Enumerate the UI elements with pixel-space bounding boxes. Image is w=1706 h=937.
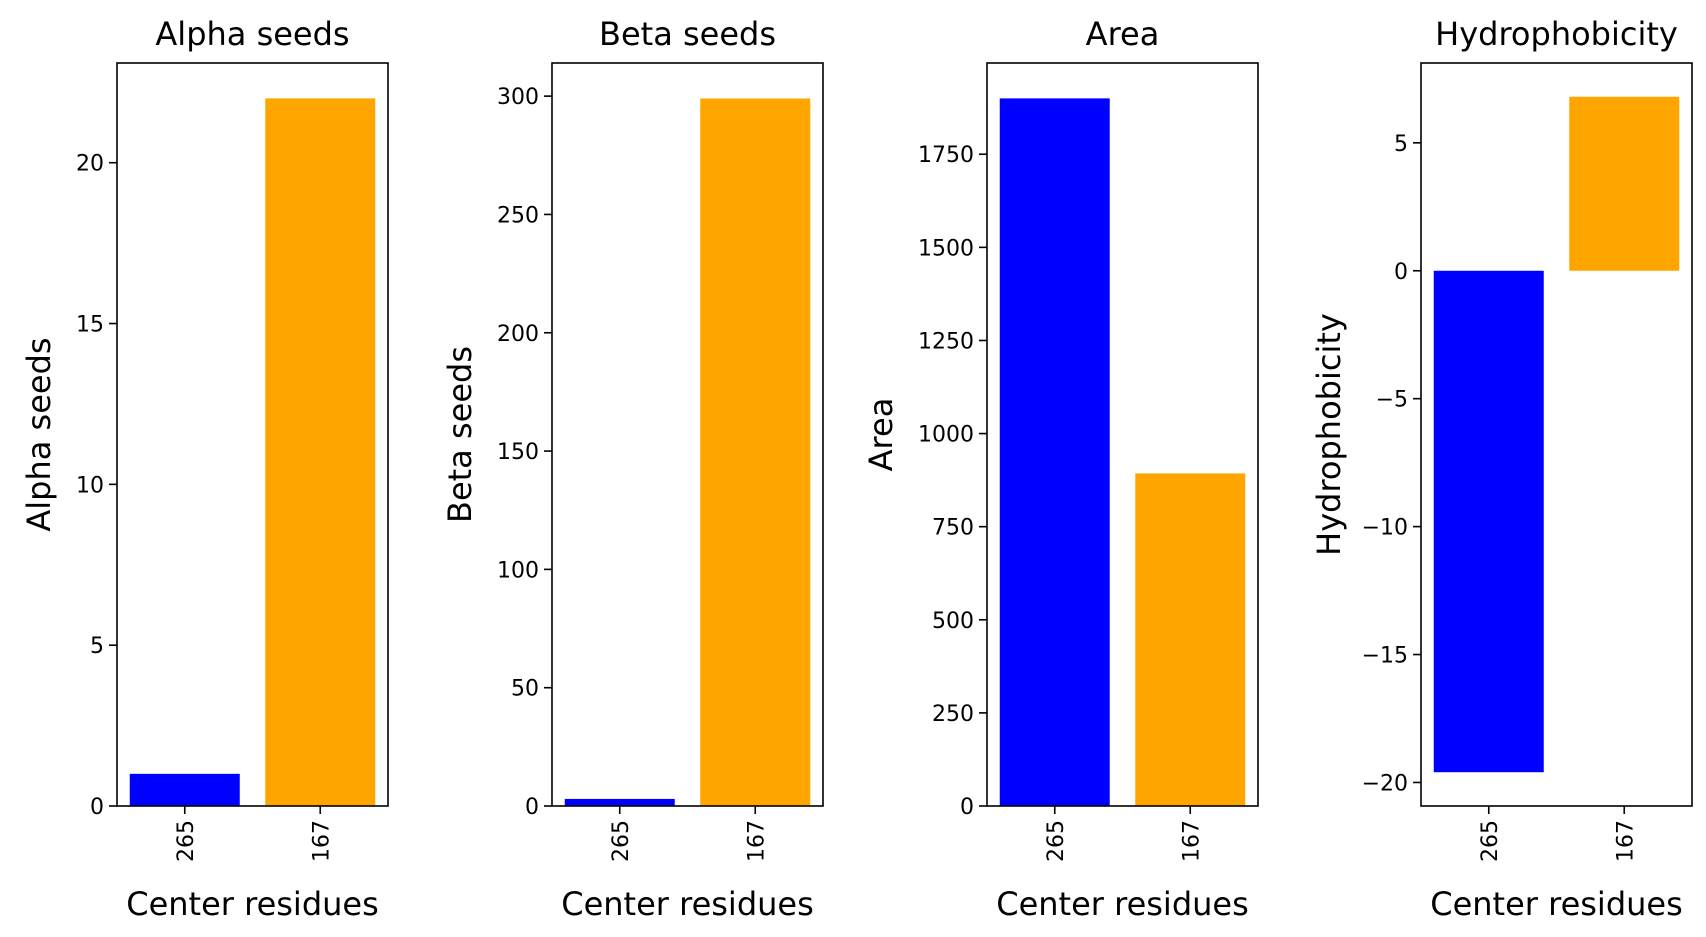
chart-area-ytick-label: 500 <box>932 609 974 634</box>
chart-area-xlabel: Center residues <box>996 885 1249 923</box>
chart-area-ytick-label: 250 <box>932 702 974 727</box>
chart-area-xtick-label: 265 <box>1044 820 1069 862</box>
chart-hydrophobicity-axes-frame <box>1420 62 1693 807</box>
chart-area-ytick-label: 1000 <box>918 423 974 448</box>
chart-alpha-seeds-bar-265 <box>129 773 240 806</box>
chart-beta-seeds-bar-265 <box>564 798 675 806</box>
chart-alpha-seeds-ylabel: Alpha seeds <box>20 337 58 531</box>
chart-alpha-seeds-axes-frame <box>116 62 389 807</box>
chart-alpha-seeds-xtick-label: 167 <box>309 820 334 862</box>
chart-hydrophobicity-ytick-label: −15 <box>1362 644 1408 669</box>
chart-hydrophobicity-bar-167 <box>1569 96 1680 271</box>
chart-beta-seeds-bar-167 <box>700 98 811 806</box>
chart-hydrophobicity-bar-265 <box>1433 270 1544 773</box>
chart-hydrophobicity-title: Hydrophobicity <box>1435 15 1678 53</box>
chart-alpha-seeds-ytick-label: 5 <box>90 634 104 659</box>
chart-area-xtick-label: 167 <box>1179 820 1204 862</box>
chart-hydrophobicity-xlabel: Center residues <box>1430 885 1683 923</box>
chart-beta-seeds-ytick-label: 300 <box>497 85 539 110</box>
chart-beta-seeds-ytick-label: 100 <box>497 558 539 583</box>
chart-beta-seeds-ytick-label: 150 <box>497 440 539 465</box>
chart-beta-seeds-ylabel: Beta seeds <box>441 346 479 523</box>
chart-alpha-seeds-xlabel: Center residues <box>126 885 379 923</box>
chart-beta-seeds-xlabel: Center residues <box>561 885 814 923</box>
chart-beta-seeds-xtick-label: 265 <box>609 820 634 862</box>
chart-area-bar-167 <box>1135 473 1246 806</box>
chart-area-title: Area <box>1086 15 1160 53</box>
chart-beta-seeds-ytick-label: 50 <box>511 677 539 702</box>
chart-area-ylabel: Area <box>862 398 900 472</box>
chart-hydrophobicity-ytick-label: 5 <box>1394 132 1408 157</box>
chart-area-ytick-label: 0 <box>960 795 974 820</box>
chart-beta-seeds: 0 50 100 150 200 250 300 265 167 Beta seeds Center… <box>441 15 824 923</box>
chart-beta-seeds-axes-frame <box>551 62 824 807</box>
chart-hydrophobicity-xtick-label: 265 <box>1478 820 1503 862</box>
chart-beta-seeds-ytick-label: 250 <box>497 203 539 228</box>
chart-hydrophobicity-ytick-label: −10 <box>1362 516 1408 541</box>
chart-hydrophobicity-ytick-label: −20 <box>1362 771 1408 796</box>
chart-area-bar-265 <box>999 98 1110 806</box>
chart-beta-seeds-title: Beta seeds <box>599 15 776 53</box>
chart-alpha-seeds-ytick-label: 10 <box>76 473 104 498</box>
chart-area-axes-frame <box>986 62 1259 807</box>
chart-hydrophobicity-ytick-label: −5 <box>1376 388 1408 413</box>
chart-beta-seeds-xtick-label: 167 <box>744 820 769 862</box>
chart-area: 0 250 500 750 1000 1250 1500 1750 265 167 Area Cent… <box>862 15 1259 923</box>
chart-alpha-seeds-xtick-label: 265 <box>174 820 199 862</box>
chart-area-ytick-label: 1250 <box>918 329 974 354</box>
chart-alpha-seeds-ytick-label: 15 <box>76 313 104 338</box>
chart-hydrophobicity-ytick-label: 0 <box>1394 260 1408 285</box>
chart-area-ytick-label: 750 <box>932 516 974 541</box>
chart-alpha-seeds-ytick-label: 20 <box>76 152 104 177</box>
chart-alpha-seeds-ytick-label: 0 <box>90 795 104 820</box>
chart-beta-seeds-ytick-label: 0 <box>525 795 539 820</box>
chart-alpha-seeds-title: Alpha seeds <box>155 15 349 53</box>
chart-area-ytick-label: 1500 <box>918 236 974 261</box>
chart-alpha-seeds: 0 5 10 15 20 265 167 Alpha seeds Center residues… <box>20 15 389 923</box>
chart-hydrophobicity-xtick-label: 167 <box>1613 820 1638 862</box>
chart-hydrophobicity-ylabel: Hydrophobicity <box>1310 313 1348 556</box>
chart-beta-seeds-ytick-label: 200 <box>497 322 539 347</box>
chart-alpha-seeds-bar-167 <box>265 98 376 806</box>
chart-hydrophobicity: −20 −15 −10 −5 0 5 265 167 Hydrophobicity Center … <box>1310 15 1693 923</box>
chart-area-ytick-label: 1750 <box>918 143 974 168</box>
